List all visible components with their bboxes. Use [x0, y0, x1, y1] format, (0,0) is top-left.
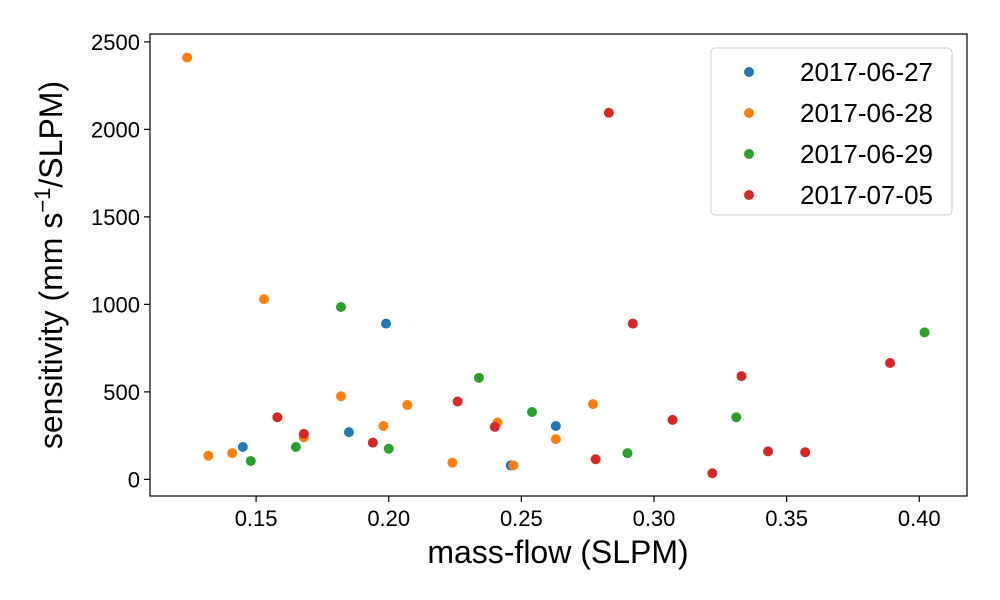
- legend-label: 2017-06-29: [800, 139, 933, 169]
- x-tick-label: 0.15: [235, 506, 278, 531]
- x-axis: 0.15 0.20 0.25 0.30 0.35 0.40: [235, 496, 941, 531]
- legend-label: 2017-07-05: [800, 180, 933, 210]
- data-point: [272, 412, 283, 423]
- data-point: [290, 442, 301, 452]
- data-point: [473, 372, 484, 383]
- data-point: [667, 414, 678, 425]
- data-point: [622, 448, 633, 459]
- data-point: [367, 437, 378, 448]
- y-tick-label: 2000: [91, 117, 140, 142]
- data-point: [378, 421, 389, 431]
- data-point: [402, 400, 413, 410]
- x-axis-label: mass-flow (SLPM): [427, 534, 688, 570]
- data-point: [526, 407, 537, 417]
- data-point: [383, 443, 394, 454]
- data-point: [919, 327, 930, 338]
- legend-marker: [744, 149, 754, 159]
- data-point: [489, 421, 500, 432]
- legend-marker: [744, 67, 754, 77]
- series-2017-06-27: [237, 318, 561, 471]
- data-point: [590, 454, 601, 465]
- data-point: [800, 447, 811, 458]
- data-point: [550, 434, 561, 445]
- y-tick-label: 2500: [91, 30, 140, 55]
- series-2017-07-05: [272, 107, 896, 479]
- data-point: [182, 52, 193, 63]
- legend-frame: [710, 47, 953, 216]
- data-point: [707, 468, 718, 479]
- legend: 2017-06-27 2017-06-28 2017-06-29 2017-07-05: [710, 47, 953, 216]
- data-point: [227, 448, 238, 459]
- data-point: [550, 421, 561, 431]
- data-point: [447, 457, 458, 468]
- plot-area-frame: [149, 33, 968, 497]
- legend-marker: [744, 108, 754, 118]
- x-tick-label: 0.20: [367, 506, 410, 531]
- data-point: [627, 318, 638, 329]
- data-point: [603, 107, 614, 118]
- legend-entries: 2017-06-27 2017-06-28 2017-06-29 2017-07-05: [744, 57, 933, 210]
- data-point: [763, 446, 774, 457]
- data-point: [587, 399, 598, 410]
- y-tick-label: 500: [103, 380, 140, 405]
- data-point: [452, 396, 463, 407]
- data-point: [381, 318, 392, 329]
- x-tick-label: 0.35: [765, 506, 808, 531]
- data-point: [885, 358, 896, 368]
- points-layer: [182, 52, 930, 479]
- y-tick-label: 0: [128, 467, 140, 492]
- data-point: [731, 412, 742, 423]
- data-point: [335, 391, 346, 402]
- x-tick-label: 0.25: [500, 506, 543, 531]
- data-point: [259, 294, 270, 305]
- data-point: [298, 428, 309, 439]
- y-tick-label: 1500: [91, 205, 140, 230]
- legend-label: 2017-06-27: [800, 57, 933, 87]
- x-tick-label: 0.40: [898, 506, 941, 531]
- legend-marker: [744, 190, 754, 200]
- y-axis-label: sensitivity (mm s−1/SLPM): [30, 81, 69, 449]
- y-axis-label-tail: /SLPM): [33, 81, 69, 188]
- x-tick-label: 0.30: [633, 506, 676, 531]
- y-axis-label-superscript: −1: [30, 188, 55, 213]
- data-point: [343, 427, 354, 438]
- series-2017-06-28: [182, 52, 598, 471]
- series-2017-06-29: [245, 302, 930, 466]
- data-point: [203, 450, 214, 461]
- data-point: [335, 302, 346, 312]
- y-axis-label-main: sensitivity (mm s: [33, 213, 69, 449]
- data-point: [237, 442, 248, 452]
- y-tick-label: 1000: [91, 292, 140, 317]
- y-axis: 0 500 1000 1500 2000 2500: [91, 30, 150, 492]
- legend-label: 2017-06-28: [800, 98, 933, 128]
- data-point: [245, 456, 256, 466]
- data-point: [736, 371, 747, 382]
- data-point: [508, 460, 519, 471]
